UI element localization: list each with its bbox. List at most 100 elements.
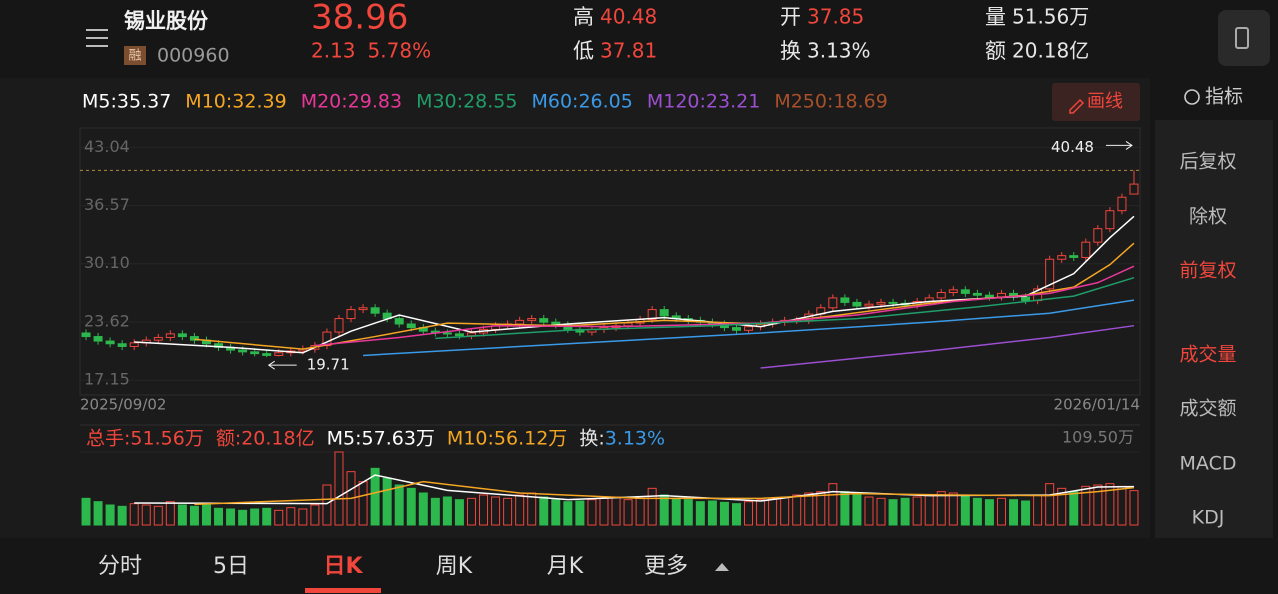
volume-bar (153, 505, 163, 526)
tab[interactable]: 月K (547, 554, 584, 579)
side-menu-item[interactable]: 成交额 (1179, 398, 1236, 420)
candle-body (744, 326, 754, 331)
volume-bar (298, 508, 308, 526)
volume-bar (286, 507, 296, 526)
volume-bar (804, 492, 814, 526)
volume-bar (623, 499, 633, 526)
change: 2.13 (311, 39, 356, 63)
side-menu-item[interactable]: MACD (1180, 453, 1237, 475)
volume-legend-label: M5: (327, 428, 362, 450)
volume-bar (972, 497, 982, 526)
stat-value: 51.56万 (1012, 5, 1089, 29)
candle-body (1045, 258, 1055, 290)
draw-button-label[interactable]: 画线 (1087, 91, 1123, 112)
x-date-label: 2026/01/14 (1054, 396, 1140, 414)
candle-body (527, 318, 537, 321)
volume-legend-value: 57.63万 (362, 428, 435, 450)
stat-label: 低 (573, 39, 594, 63)
candle-body (177, 333, 187, 338)
candle-body (334, 318, 344, 333)
volume-bar (948, 492, 958, 526)
candle-body (828, 297, 838, 309)
pencil-icon (1069, 98, 1085, 114)
volume-bar (1117, 485, 1127, 526)
candle-body (406, 323, 416, 329)
volume-legend-value: 3.13% (605, 428, 665, 450)
low-annotation: 19.71 (307, 356, 350, 374)
indicator-icon (1184, 89, 1200, 105)
candle-body (370, 307, 380, 314)
ma-legend-value: 18.69 (833, 91, 887, 113)
change-pct: 5.78% (368, 39, 432, 63)
side-menu-item[interactable]: 前复权 (1179, 260, 1236, 282)
volume-bar (503, 497, 513, 526)
volume-bar (466, 497, 476, 526)
volume-bar (996, 497, 1006, 526)
indicator-title: 指标 (1205, 86, 1243, 108)
volume-bar (539, 496, 549, 526)
device-button[interactable] (1218, 10, 1270, 66)
volume-bar (1081, 485, 1091, 526)
volume-bar (551, 499, 561, 526)
volume-bar (731, 503, 741, 526)
candle-body (153, 336, 163, 341)
stat-value: 40.48 (600, 5, 657, 29)
candle-body (394, 318, 404, 325)
volume-bar (370, 467, 380, 526)
tab[interactable]: 周K (436, 554, 473, 579)
plot-frame (79, 127, 1141, 396)
side-menu-item[interactable]: 后复权 (1179, 151, 1236, 173)
tab[interactable]: 更多 (644, 554, 688, 579)
volume-legend-label: 换: (579, 428, 604, 450)
y-tick-label: 23.62 (84, 312, 130, 331)
more-arrow[interactable] (715, 563, 729, 571)
low-arrow (267, 360, 297, 370)
ma-legend-value: 32.39 (232, 91, 286, 113)
volume-bar (491, 496, 501, 526)
stat-value: 20.18亿 (1012, 39, 1089, 63)
volume-bar (864, 496, 874, 526)
volume-bar (635, 497, 645, 526)
ma-legend-name: M250: (774, 91, 833, 113)
candle-body (623, 322, 633, 327)
candle-body (864, 303, 874, 307)
candle-body (442, 332, 452, 335)
volume-bar (226, 508, 236, 526)
ma-legend-value: 23.21 (706, 91, 760, 113)
y-tick-label: 109.50万 (1062, 428, 1134, 447)
volume-bar (310, 504, 320, 526)
tab[interactable]: 分时 (98, 554, 142, 579)
candle-body (129, 342, 139, 347)
tab[interactable]: 日K (323, 554, 363, 579)
volume-bar (599, 497, 609, 526)
tag-box (124, 46, 146, 65)
volume-bar (129, 503, 139, 526)
side-menu-item[interactable]: 除权 (1189, 206, 1227, 228)
volume-bar (1045, 483, 1055, 526)
candle-body (454, 333, 464, 337)
side-menu-item[interactable]: 成交量 (1179, 344, 1236, 366)
candle-body (165, 333, 175, 338)
volume-bar (1093, 484, 1103, 526)
volume-bar (358, 481, 368, 526)
volume-legend-value: 56.12万 (494, 428, 567, 450)
volume-bar (262, 507, 272, 526)
margin-tag: 融 (128, 49, 141, 64)
volume-bar (274, 509, 284, 526)
stock-name: 锡业股份 (124, 9, 209, 33)
menu-icon[interactable] (86, 29, 108, 47)
candle-body (515, 319, 525, 325)
volume-bar (1033, 494, 1043, 526)
y-tick-label: 17.15 (84, 370, 130, 389)
ma-legend-name: M20: (301, 91, 348, 113)
ma-legend-value: 29.83 (348, 91, 402, 113)
volume-bar (93, 501, 103, 526)
candle-body (948, 289, 958, 294)
stat-value: 37.85 (807, 5, 864, 29)
volume-bar (1105, 483, 1115, 526)
candle-body (960, 289, 970, 294)
side-menu-item[interactable]: KDJ (1192, 507, 1225, 529)
volume-bar (960, 494, 970, 526)
high-annotation: 40.48 (1051, 138, 1094, 156)
tab[interactable]: 5日 (213, 554, 249, 579)
